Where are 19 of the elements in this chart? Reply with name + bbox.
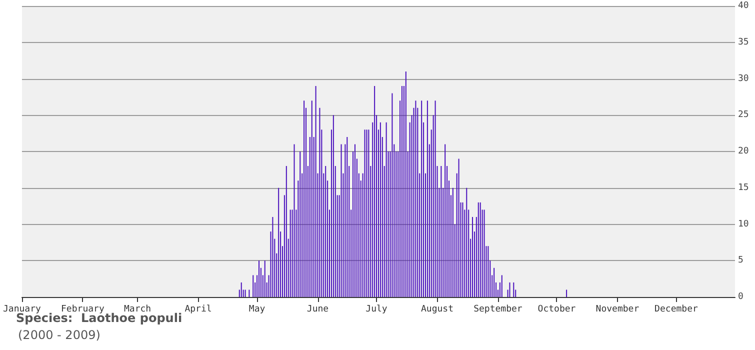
y-tick-label: 5: [738, 256, 744, 266]
y-tick-label: 0: [738, 292, 744, 302]
x-tick-label: July: [366, 304, 388, 314]
x-tick-label: August: [420, 304, 454, 314]
x-tick-label: November: [596, 304, 640, 314]
y-tick-label: 25: [738, 110, 749, 120]
y-tick-label: 30: [738, 74, 749, 84]
x-tick-label: April: [184, 304, 212, 314]
x-tick-label: December: [654, 304, 698, 314]
x-tick-label: May: [248, 304, 266, 314]
x-tick-label: June: [306, 304, 329, 314]
x-tick-label: October: [538, 304, 576, 314]
y-tick-label: 40: [738, 1, 749, 11]
x-tick-label: September: [474, 304, 523, 314]
y-tick-label: 15: [738, 182, 749, 193]
text: (2000 - 2009): [18, 328, 100, 342]
y-tick-label: 20: [738, 146, 749, 156]
y-tick-label: 10: [738, 219, 749, 230]
y-tick-label: 35: [738, 37, 749, 48]
